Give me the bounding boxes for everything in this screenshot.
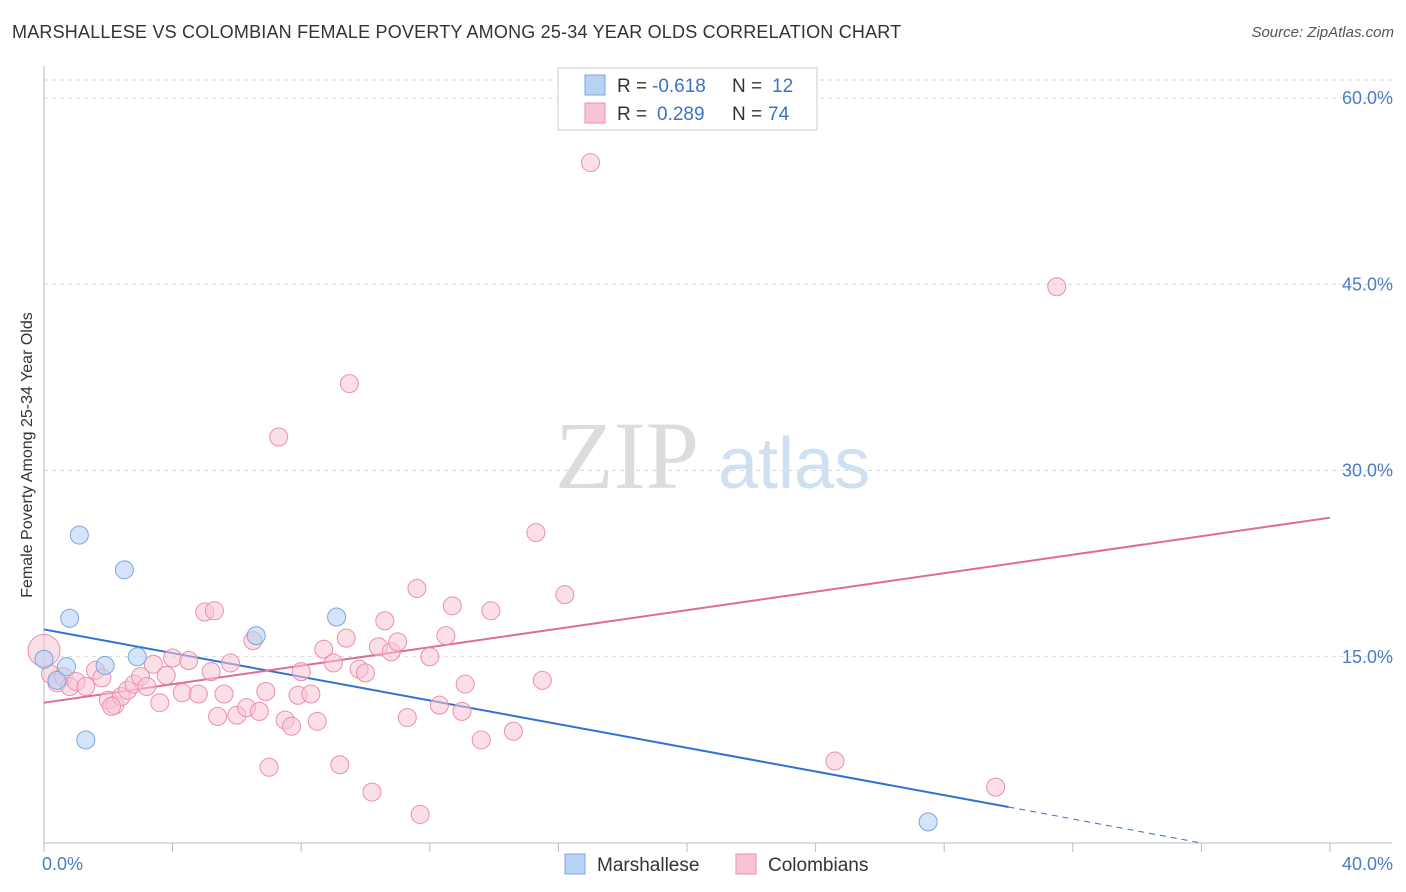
trend-line-marshallese (43, 628, 1009, 808)
point-colombians-15 (137, 677, 157, 697)
point-colombians-52 (388, 632, 408, 652)
point-colombians-45 (339, 374, 359, 394)
point-colombians-73 (102, 696, 122, 716)
point-colombians-53 (397, 708, 417, 728)
point-colombians-20 (172, 683, 192, 703)
y-tick-label-2: 45.0% (1342, 274, 1393, 294)
data-points (27, 153, 1067, 832)
point-colombians-62 (471, 730, 491, 750)
y-tick-label-3: 60.0% (1342, 88, 1393, 108)
point-colombians-33 (259, 757, 279, 777)
point-colombians-16 (143, 654, 163, 674)
point-colombians-60 (452, 701, 472, 721)
x-tick-label-1: 40.0% (1342, 854, 1393, 874)
point-colombians-67 (555, 585, 575, 605)
point-colombians-55 (410, 804, 430, 824)
y-tick-label-0: 15.0% (1342, 647, 1393, 667)
point-colombians-24 (201, 662, 221, 682)
point-colombians-65 (526, 523, 546, 543)
legend-n-value-marshallese: 12 (772, 76, 793, 97)
point-marshallese-9 (246, 626, 266, 646)
point-colombians-72 (204, 601, 224, 621)
watermark: ZIP atlas (555, 402, 870, 509)
legend-n-value-colombians: 74 (768, 104, 790, 125)
point-colombians-71 (986, 777, 1006, 797)
point-colombians-22 (188, 684, 208, 704)
point-colombians-25 (208, 706, 228, 726)
point-colombians-68 (581, 153, 601, 173)
tick-labels: 15.0% 30.0% 45.0% 60.0% 0.0% 40.0% (42, 88, 1393, 874)
point-marshallese-5 (76, 730, 96, 750)
point-colombians-47 (356, 663, 375, 683)
point-colombians-69 (825, 751, 845, 771)
point-marshallese-7 (114, 560, 134, 580)
point-colombians-43 (330, 755, 350, 775)
legend-r-value-marshallese: -0.618 (652, 76, 706, 97)
point-colombians-56 (420, 647, 440, 667)
point-marshallese-0 (34, 649, 54, 669)
point-marshallese-3 (60, 608, 80, 628)
watermark-zip: ZIP (555, 402, 699, 509)
point-colombians-54 (407, 578, 427, 598)
bottom-legend-label-marshallese: Marshallese (597, 855, 699, 876)
bottom-legend-swatch-colombians (735, 853, 757, 875)
trend-lines (43, 516, 1331, 844)
point-colombians-21 (179, 650, 199, 670)
point-colombians-36 (282, 716, 302, 736)
point-colombians-27 (220, 653, 240, 673)
bottom-legend-label-colombians: Colombians (768, 855, 868, 876)
point-colombians-61 (455, 674, 475, 694)
point-colombians-66 (532, 670, 552, 690)
point-colombians-59 (442, 596, 462, 616)
point-colombians-34 (269, 427, 289, 447)
chart-title: MARSHALLESE VS COLOMBIAN FEMALE POVERTY … (12, 22, 902, 42)
legend-r-value-colombians: 0.289 (657, 104, 705, 125)
watermark-atlas: atlas (718, 424, 870, 504)
point-colombians-44 (336, 628, 356, 648)
y-tick-label-1: 30.0% (1342, 461, 1393, 481)
point-colombians-40 (307, 711, 327, 731)
point-colombians-64 (503, 721, 523, 741)
point-marshallese-11 (918, 812, 938, 832)
point-colombians-41 (314, 639, 334, 659)
legend-n-label-marshallese: N = (732, 76, 762, 97)
legend-swatch-colombians (584, 102, 606, 124)
point-marshallese-8 (127, 647, 147, 667)
trend-line-marshallese-extension (1008, 806, 1202, 844)
point-colombians-50 (375, 611, 395, 631)
point-colombians-57 (429, 695, 449, 715)
point-marshallese-10 (327, 607, 347, 627)
point-colombians-19 (163, 648, 183, 668)
bottom-legend: Marshallese Colombians (564, 853, 868, 876)
source-label: Source: ZipAtlas.com (1251, 24, 1394, 41)
point-colombians-32 (256, 682, 276, 702)
legend: R = -0.618 N = 12 R = 0.289 N = 74 (557, 67, 818, 131)
point-colombians-6 (76, 677, 96, 697)
point-colombians-48 (362, 782, 382, 802)
point-marshallese-2 (57, 657, 77, 677)
point-colombians-31 (249, 701, 269, 721)
point-colombians-58 (436, 626, 456, 646)
legend-r-label-colombians: R = (617, 104, 647, 125)
legend-n-label-colombians: N = (732, 104, 762, 125)
trend-line-colombians (43, 516, 1331, 704)
point-marshallese-6 (95, 655, 115, 675)
point-colombians-70 (1047, 277, 1067, 297)
point-colombians-26 (214, 684, 234, 704)
point-colombians-39 (301, 684, 321, 704)
point-colombians-18 (156, 665, 176, 685)
bottom-legend-swatch-marshallese (564, 853, 586, 875)
grid (44, 79, 1392, 658)
point-marshallese-4 (69, 525, 89, 545)
legend-swatch-marshallese (584, 74, 606, 96)
point-colombians-17 (150, 693, 170, 713)
x-tick-label-0: 0.0% (42, 854, 83, 874)
legend-r-label-marshallese: R = (617, 76, 647, 97)
point-marshallese-1 (47, 670, 67, 690)
axes (43, 66, 1392, 852)
point-colombians-63 (481, 601, 501, 621)
point-colombians-38 (291, 662, 311, 682)
point-colombians-42 (323, 653, 343, 673)
